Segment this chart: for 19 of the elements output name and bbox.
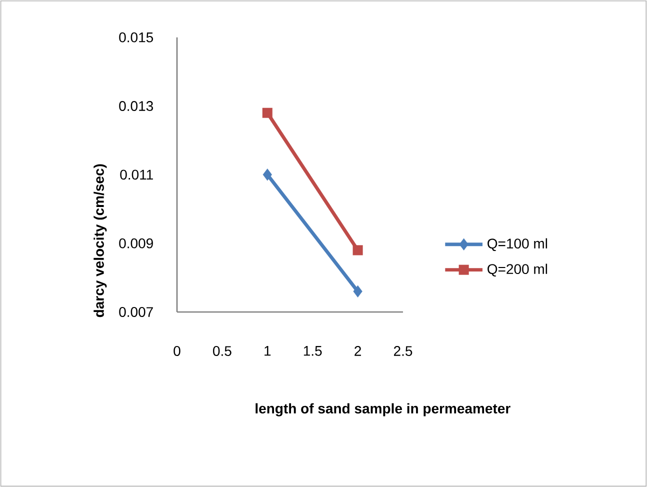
legend-label: Q=100 ml <box>488 238 548 252</box>
point <box>262 108 272 118</box>
x-tick-label: 0.5 <box>213 346 232 356</box>
point <box>262 168 272 181</box>
y-tick-label: 0.011 <box>120 170 153 180</box>
x-tick-label: 0 <box>174 346 180 356</box>
x-tick-label: 2 <box>354 346 361 356</box>
y-axis-title: darcy velocity (cm/sec) <box>94 164 107 318</box>
point <box>352 245 363 256</box>
x-tick-label: 1.5 <box>304 346 322 356</box>
y-tick-label: 0.015 <box>119 32 154 42</box>
y-tick-label: 0.007 <box>119 307 153 317</box>
x-axis-title: length of sand sample in permeameter <box>256 403 510 416</box>
x-tick-label: 1 <box>264 346 271 356</box>
x-tick-label: 2.5 <box>394 346 412 356</box>
y-tick-label: 0.009 <box>119 238 153 248</box>
y-tick-label: 0.013 <box>119 101 154 111</box>
legend-label: Q=200 ml <box>488 264 548 277</box>
point <box>353 285 362 298</box>
